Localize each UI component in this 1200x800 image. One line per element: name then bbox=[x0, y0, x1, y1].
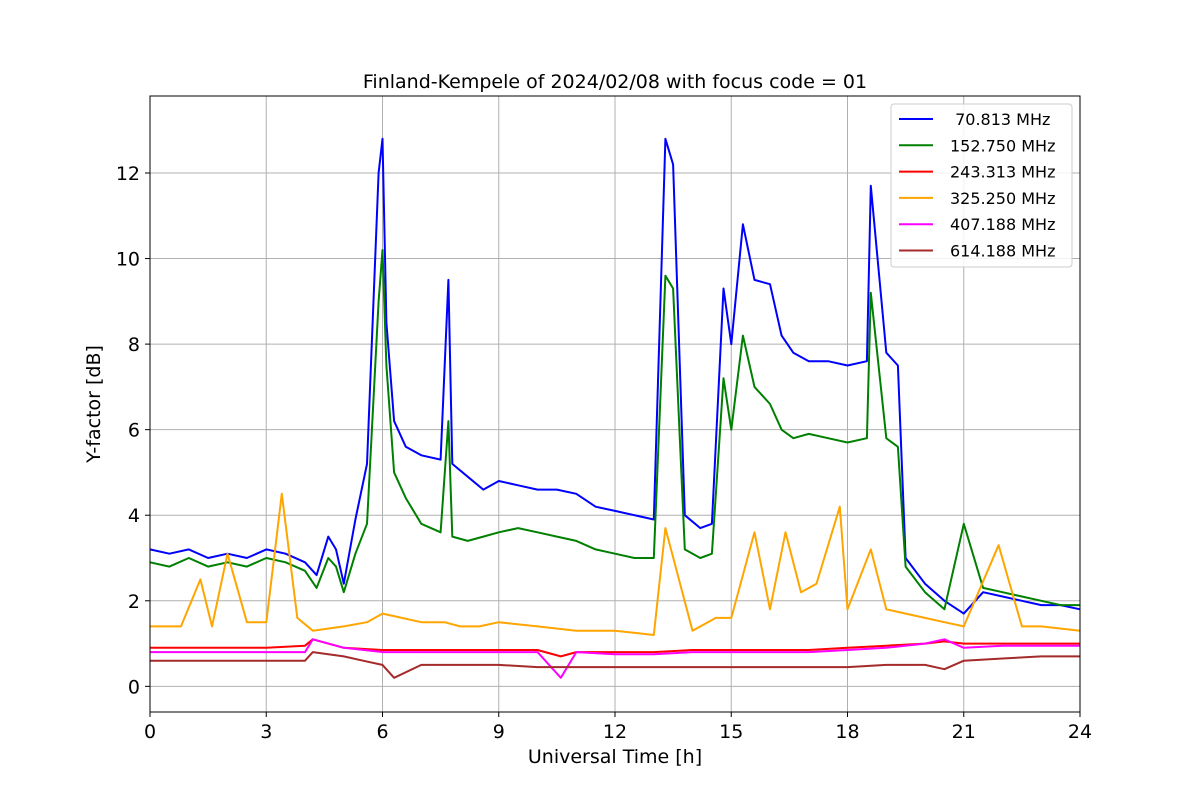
chart-title: Finland-Kempele of 2024/02/08 with focus… bbox=[363, 71, 867, 93]
x-axis-label: Universal Time [h] bbox=[528, 746, 702, 768]
series-line-614-188-mhz bbox=[150, 651, 1080, 679]
x-tick-label: 15 bbox=[719, 721, 743, 743]
x-tick-label: 24 bbox=[1068, 721, 1092, 743]
x-tick-label: 3 bbox=[260, 721, 272, 743]
legend-label: 325.250 MHz bbox=[950, 189, 1055, 208]
y-tick-label: 6 bbox=[128, 420, 140, 442]
series-line-243-313-mhz bbox=[150, 638, 1080, 658]
y-tick-label: 10 bbox=[116, 249, 140, 271]
legend-label: 152.750 MHz bbox=[950, 136, 1055, 155]
y-tick-label: 4 bbox=[128, 505, 140, 527]
x-tick-label: 9 bbox=[493, 721, 505, 743]
series-line-152-750-mhz bbox=[149, 249, 1080, 611]
x-tick-label: 6 bbox=[376, 721, 388, 743]
x-tick-label: 0 bbox=[144, 721, 156, 743]
y-tick-label: 12 bbox=[116, 163, 140, 185]
legend: 70.813 MHz 152.750 MHz 243.313 MHz 325.250 … bbox=[890, 103, 1073, 268]
grid-lines bbox=[149, 96, 1081, 712]
x-tick-label: 18 bbox=[835, 721, 859, 743]
legend-label: 407.188 MHz bbox=[950, 215, 1055, 234]
legend-label: 243.313 MHz bbox=[950, 163, 1055, 182]
series-line-325-250-mhz bbox=[150, 492, 1081, 636]
series-line-407-188-mhz bbox=[150, 638, 1080, 679]
series-line-70-813-mhz bbox=[149, 137, 1081, 615]
x-tick-label: 21 bbox=[952, 721, 976, 743]
y-tick-label: 2 bbox=[128, 591, 140, 613]
legend-label: 614.188 MHz bbox=[950, 242, 1055, 261]
y-axis-label: Y-factor [dB] bbox=[83, 345, 105, 464]
legend-frame bbox=[890, 103, 1073, 268]
series-lines bbox=[149, 137, 1081, 679]
y-axis: 0 2 4 6 8 10 12 bbox=[116, 163, 150, 698]
legend-label: 70.813 MHz bbox=[950, 110, 1050, 129]
y-tick-label: 0 bbox=[128, 676, 140, 698]
x-axis: 0 3 6 9 12 15 18 21 24 bbox=[144, 712, 1092, 743]
x-tick-label: 12 bbox=[603, 721, 627, 743]
y-tick-label: 8 bbox=[128, 334, 140, 356]
